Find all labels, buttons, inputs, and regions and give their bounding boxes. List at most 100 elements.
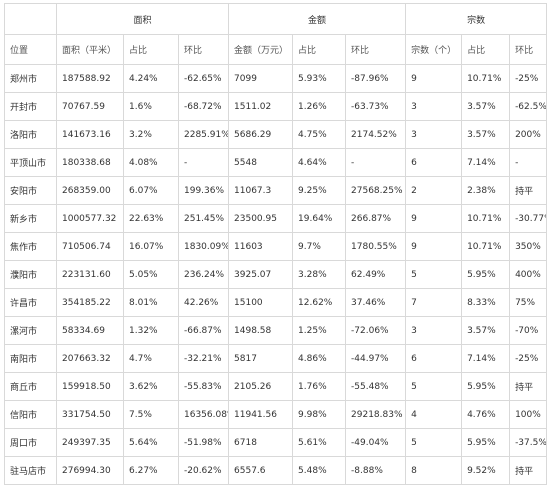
- amount-mom-cell: 37.46%: [345, 288, 407, 317]
- city-cell: 信阳市: [4, 400, 57, 429]
- table-row: 漯河市 58334.69 1.32% -66.87% 1498.58 1.25% -72.0…: [4, 316, 548, 345]
- count-share-cell: 3.57%: [461, 120, 511, 149]
- count-cell: 3: [405, 92, 463, 121]
- count-share-cell: 9.52%: [461, 456, 511, 485]
- amount-share-cell: 5.61%: [292, 428, 347, 457]
- area-mom-cell: 251.45%: [177, 204, 230, 233]
- count-cell: 5: [405, 372, 463, 401]
- area-mom-cell: -68.72%: [177, 92, 230, 121]
- amount-share-cell: 9.98%: [292, 400, 347, 429]
- amount-cell: 5686.29: [228, 120, 294, 149]
- amount-share-cell: 9.7%: [292, 232, 347, 261]
- count-cell: 3: [405, 316, 463, 345]
- area-cell: 141673.16: [56, 120, 124, 149]
- area-mom-cell: 199.36%: [177, 176, 230, 205]
- count-share-cell: 10.71%: [461, 232, 511, 261]
- amount-cell: 6718: [228, 428, 294, 457]
- count-share-cell: 2.38%: [461, 176, 511, 205]
- count-cell: 3: [405, 120, 463, 149]
- amount-cell: 2105.26: [228, 372, 294, 401]
- area-mom-cell: -32.21%: [177, 344, 230, 373]
- count-cell: 4: [405, 400, 463, 429]
- count-mom-cell: 持平: [509, 176, 548, 205]
- amount-mom-cell: -44.97%: [345, 344, 407, 373]
- group-header-row: 面积 金额 宗数: [4, 3, 548, 35]
- table-row: 商丘市 159918.50 3.62% -55.83% 2105.26 1.76% -55.…: [4, 372, 548, 401]
- area-cell: 276994.30: [56, 456, 124, 485]
- city-cell: 焦作市: [4, 232, 57, 261]
- table-row: 南阳市 207663.32 4.7% -32.21% 5817 4.86% -44.97% 6…: [4, 344, 548, 373]
- area-cell: 1000577.32: [56, 204, 124, 233]
- area-share-cell: 7.5%: [123, 400, 179, 429]
- count-mom-cell: 400%: [509, 260, 548, 289]
- amount-share-cell: 1.76%: [292, 372, 347, 401]
- column-header-amount-mom: 环比: [345, 34, 407, 65]
- count-share-cell: 7.14%: [461, 344, 511, 373]
- amount-mom-cell: 2174.52%: [345, 120, 407, 149]
- count-mom-cell: -25%: [509, 64, 548, 93]
- amount-share-cell: 3.28%: [292, 260, 347, 289]
- area-mom-cell: 236.24%: [177, 260, 230, 289]
- area-mom-cell: -55.83%: [177, 372, 230, 401]
- table-row: 平顶山市 180338.68 4.08% -5548 4.64% -6 7.14% -: [4, 148, 548, 177]
- area-cell: 268359.00: [56, 176, 124, 205]
- column-header-count: 宗数（个）: [405, 34, 463, 65]
- area-share-cell: 4.08%: [123, 148, 179, 177]
- area-mom-cell: 16356.08%: [177, 400, 230, 429]
- table-row: 安阳市 268359.00 6.07% 199.36% 11067.3 9.25% 2756…: [4, 176, 548, 205]
- area-share-cell: 8.01%: [123, 288, 179, 317]
- table-row: 驻马店市 276994.30 6.27% -20.62% 6557.6 5.48% -8.8…: [4, 456, 548, 485]
- amount-cell: 15100: [228, 288, 294, 317]
- count-mom-cell: -25%: [509, 344, 548, 373]
- count-cell: 9: [405, 64, 463, 93]
- area-share-cell: 22.63%: [123, 204, 179, 233]
- amount-share-cell: 1.25%: [292, 316, 347, 345]
- amount-cell: 11067.3: [228, 176, 294, 205]
- amount-share-cell: 4.64%: [292, 148, 347, 177]
- land-transaction-table: 面积 金额 宗数 位置 面积（平米） 占比 环比 金额（万元） 占比 环比 宗数…: [4, 3, 548, 485]
- column-header-count-share: 占比: [461, 34, 511, 65]
- count-cell: 5: [405, 260, 463, 289]
- group-header-area: 面积: [55, 3, 230, 35]
- column-header-location: 位置: [4, 34, 57, 65]
- area-share-cell: 6.27%: [123, 456, 179, 485]
- column-header-row: 位置 面积（平米） 占比 环比 金额（万元） 占比 环比 宗数（个） 占比 环比: [4, 34, 548, 65]
- area-mom-cell: 2285.91%: [177, 120, 230, 149]
- area-share-cell: 4.24%: [123, 64, 179, 93]
- amount-mom-cell: -72.06%: [345, 316, 407, 345]
- count-mom-cell: -: [509, 148, 548, 177]
- table-row: 洛阳市 141673.16 3.2% 2285.91% 5686.29 4.75% 2174…: [4, 120, 548, 149]
- city-cell: 平顶山市: [4, 148, 57, 177]
- area-cell: 207663.32: [56, 344, 124, 373]
- city-cell: 南阳市: [4, 344, 57, 373]
- table-row: 濮阳市 223131.60 5.05% 236.24% 3925.07 3.28% 62.4…: [4, 260, 548, 289]
- count-mom-cell: 200%: [509, 120, 548, 149]
- count-mom-cell: 350%: [509, 232, 548, 261]
- amount-mom-cell: -: [345, 148, 407, 177]
- count-share-cell: 3.57%: [461, 316, 511, 345]
- city-cell: 洛阳市: [4, 120, 57, 149]
- count-cell: 6: [405, 148, 463, 177]
- amount-share-cell: 9.25%: [292, 176, 347, 205]
- area-share-cell: 3.2%: [123, 120, 179, 149]
- amount-mom-cell: 266.87%: [345, 204, 407, 233]
- amount-share-cell: 12.62%: [292, 288, 347, 317]
- area-share-cell: 4.7%: [123, 344, 179, 373]
- area-share-cell: 1.6%: [123, 92, 179, 121]
- column-header-area: 面积（平米）: [56, 34, 124, 65]
- count-cell: 9: [405, 204, 463, 233]
- city-cell: 驻马店市: [4, 456, 57, 485]
- amount-share-cell: 4.86%: [292, 344, 347, 373]
- count-mom-cell: -62.5%: [509, 92, 548, 121]
- count-mom-cell: 100%: [509, 400, 548, 429]
- area-mom-cell: -62.65%: [177, 64, 230, 93]
- city-cell: 濮阳市: [4, 260, 57, 289]
- table-row: 周口市 249397.35 5.64% -51.98% 6718 5.61% -49.04%…: [4, 428, 548, 457]
- area-mom-cell: -: [177, 148, 230, 177]
- count-share-cell: 4.76%: [461, 400, 511, 429]
- group-header-count: 宗数: [405, 3, 548, 35]
- area-cell: 70767.59: [56, 92, 124, 121]
- amount-mom-cell: 1780.55%: [345, 232, 407, 261]
- area-mom-cell: -20.62%: [177, 456, 230, 485]
- amount-share-cell: 5.48%: [292, 456, 347, 485]
